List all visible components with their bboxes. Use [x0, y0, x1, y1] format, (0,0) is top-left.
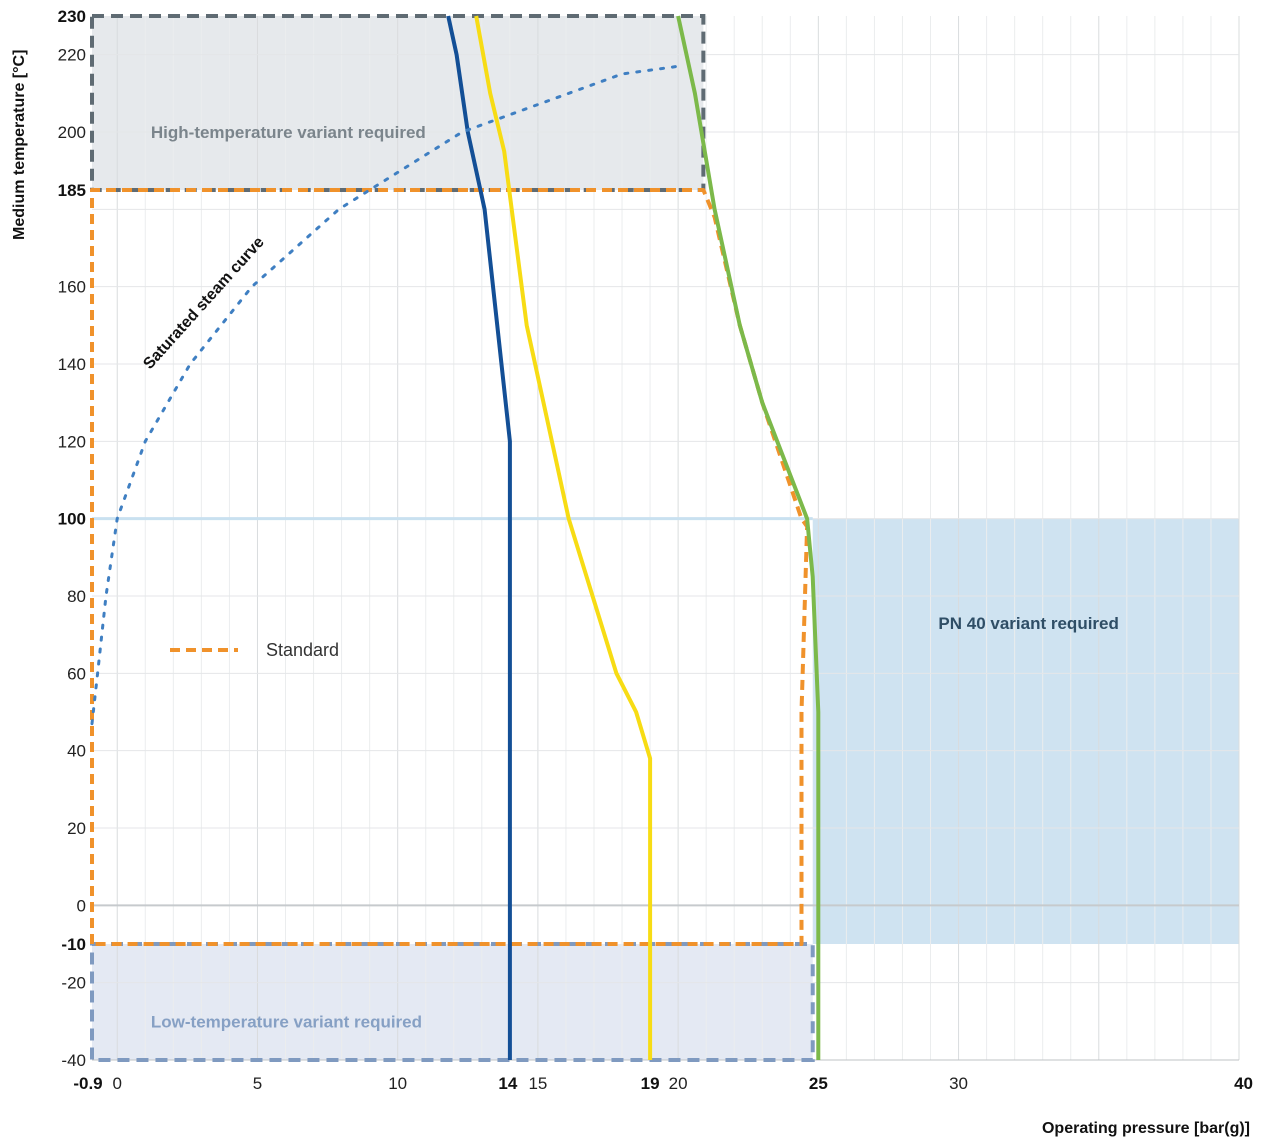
- y-axis-title: Medium temperature [°C]: [11, 50, 28, 240]
- y-tick-label: 100: [58, 510, 86, 529]
- x-tick-label: 10: [388, 1074, 407, 1093]
- y-tick-label: 40: [67, 742, 86, 761]
- x-tick-label: 40: [1234, 1074, 1253, 1093]
- y-tick-label: 200: [58, 123, 86, 142]
- y-tick-label: 80: [67, 587, 86, 606]
- x-tick-label: 20: [669, 1074, 688, 1093]
- y-tick-label: 140: [58, 355, 86, 374]
- region-border-1: [90, 942, 815, 1062]
- x-tick-label: -0.9: [73, 1074, 102, 1093]
- y-tick-label: -20: [61, 974, 86, 993]
- y-tick-label: 160: [58, 278, 86, 297]
- y-tick-label: 0: [77, 896, 86, 915]
- y-tick-label: 185: [58, 181, 86, 200]
- y-tick-label: 20: [67, 819, 86, 838]
- series-line-1: [446, 15, 512, 1060]
- x-tick-label: 25: [809, 1074, 828, 1093]
- region-fills: [92, 16, 1239, 1060]
- y-tick-label: -40: [61, 1051, 86, 1070]
- x-tick-label: 5: [253, 1074, 262, 1093]
- x-tick-label: 30: [949, 1074, 968, 1093]
- y-tick-label: 220: [58, 46, 86, 65]
- x-tick-label: 0: [113, 1074, 122, 1093]
- series-line-4: [90, 64, 680, 726]
- region-fill-2: [812, 518, 1239, 944]
- y-tick-label: 120: [58, 432, 86, 451]
- region-fill-1: [92, 944, 813, 1060]
- region-label-2: PN 40 variant required: [938, 614, 1118, 633]
- series-lines: [90, 15, 821, 1060]
- region-label-0: High-temperature variant required: [151, 123, 426, 142]
- annotation-saturated-steam-curve: Saturated steam curve: [140, 234, 268, 373]
- legend-label-standard: Standard: [266, 640, 339, 660]
- y-tick-label: 60: [67, 664, 86, 683]
- x-tick-label: 19: [641, 1074, 660, 1093]
- x-tick-label: 15: [528, 1074, 547, 1093]
- series-line-3: [676, 15, 821, 1060]
- chart-labels: High-temperature variant required Low-tem…: [58, 7, 1253, 1093]
- series-line-2: [474, 15, 653, 1060]
- legend: Standard: [170, 640, 339, 660]
- x-tick-label: 14: [498, 1074, 517, 1093]
- region-label-1: Low-temperature variant required: [151, 1012, 422, 1031]
- x-axis-title: Operating pressure [bar(g)]: [1042, 1120, 1250, 1137]
- y-tick-label: 230: [58, 7, 86, 26]
- y-tick-label: -10: [61, 935, 86, 954]
